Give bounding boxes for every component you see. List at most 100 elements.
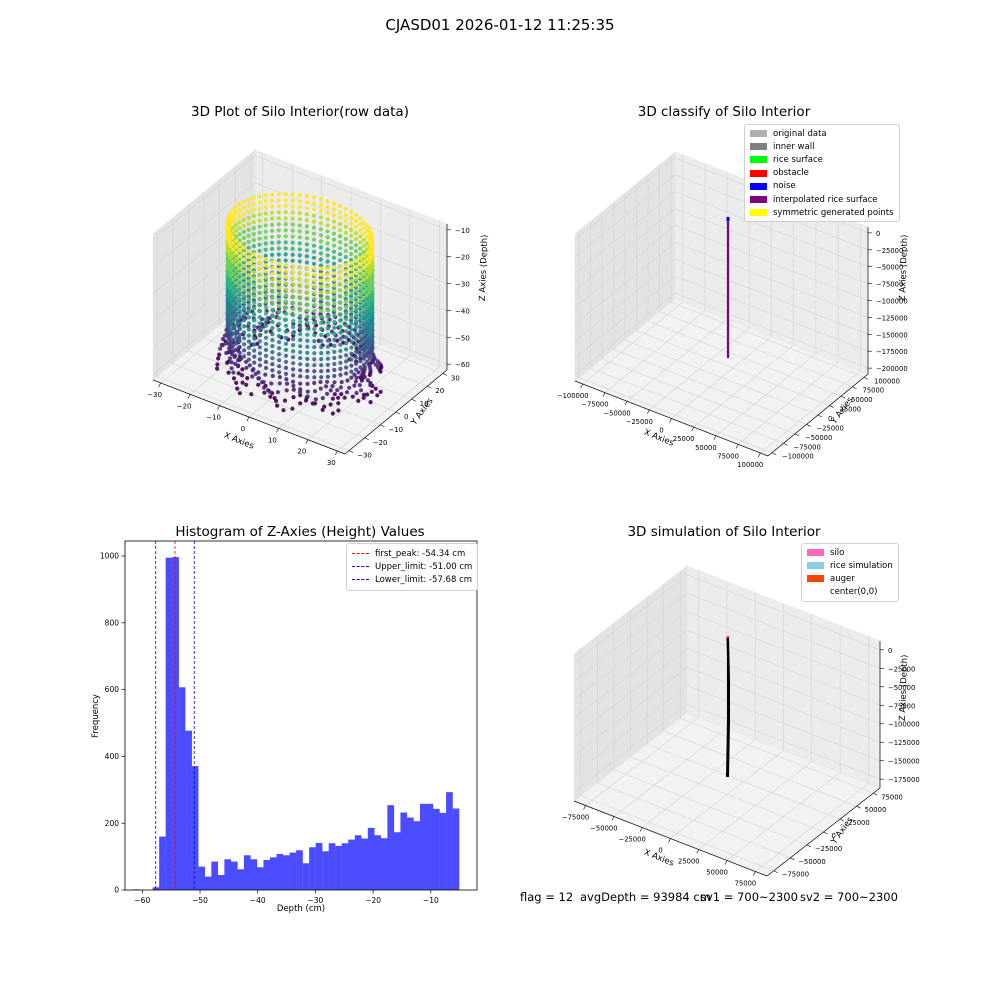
x-tick-label: 30 [327, 459, 336, 467]
histogram-legend: first_peak: -54.34 cm Upper_limit: -51.00… [346, 543, 479, 591]
x-tick [647, 409, 650, 415]
data-point [246, 279, 251, 284]
data-point [283, 305, 289, 310]
data-point [274, 398, 279, 404]
data-point [338, 312, 343, 317]
x-tick [158, 382, 161, 388]
data-point [354, 390, 359, 396]
z-tick-label: −50000 [888, 684, 915, 692]
data-point [364, 275, 370, 280]
data-point [358, 292, 363, 297]
data-point [246, 315, 251, 320]
data-point [291, 288, 296, 293]
data-point [291, 331, 296, 336]
z-gridline [573, 629, 881, 719]
data-point [319, 290, 324, 295]
data-point [364, 359, 370, 364]
data-point [277, 291, 282, 296]
data-point [291, 324, 296, 330]
x-tick [305, 439, 309, 444]
data-point [218, 346, 223, 351]
data-point [364, 251, 370, 256]
y-tick-label: 0 [832, 832, 836, 840]
data-point [318, 257, 323, 262]
data-point [331, 207, 337, 212]
data-point [270, 228, 275, 233]
data-point [332, 380, 337, 385]
data-point [270, 198, 275, 203]
data-point [275, 403, 280, 408]
data-point [283, 281, 289, 286]
data-point [319, 296, 324, 301]
legend-label: Upper_limit: -51.00 cm [375, 561, 473, 572]
data-point [354, 313, 359, 318]
data-point [364, 329, 370, 334]
data-point [311, 231, 317, 236]
classified-point [726, 328, 730, 331]
y-tick [806, 424, 811, 427]
y-tick-label: −10 [388, 426, 403, 434]
data-point [237, 284, 242, 289]
z-gridline [573, 611, 881, 701]
data-point [257, 321, 262, 326]
legend-item: silo [807, 546, 893, 559]
data-point [234, 275, 239, 280]
y-tick-label: −75000 [782, 871, 809, 879]
data-point [349, 303, 354, 308]
data-point [370, 234, 375, 239]
data-point [246, 321, 251, 326]
legend-label: auger [830, 573, 855, 584]
data-point [252, 258, 257, 263]
z-gridline [574, 275, 869, 359]
data-point [298, 381, 303, 386]
data-point [277, 334, 282, 339]
data-point [312, 320, 317, 326]
data-point [270, 192, 275, 197]
histogram-frame [124, 540, 478, 891]
x-tick [611, 816, 615, 821]
data-point [225, 220, 230, 225]
data-point [246, 245, 251, 250]
data-point [281, 408, 286, 413]
data-point [283, 365, 289, 370]
z-tick-label: −25000 [888, 665, 915, 673]
data-point [291, 383, 296, 388]
y-gridline [670, 155, 865, 378]
z-gridline [573, 592, 881, 682]
legend-label: rice simulation [830, 560, 893, 571]
legend-swatch [750, 169, 767, 177]
data-point [364, 341, 370, 346]
data-point [338, 234, 343, 239]
data-point [311, 261, 317, 266]
status-sv1: sv1 = 700~2300 [700, 890, 798, 904]
data-point [367, 227, 372, 232]
data-point [283, 347, 289, 352]
y-tick [411, 398, 416, 402]
data-point [343, 242, 348, 248]
z-gridline [574, 225, 869, 308]
data-point [276, 240, 281, 245]
data-point [361, 290, 367, 295]
data-point [364, 311, 370, 316]
data-point [231, 259, 236, 264]
legend-item: obstacle [750, 167, 894, 180]
data-point [354, 367, 359, 372]
x-gridline [604, 163, 706, 393]
data-point [358, 365, 363, 370]
data-point [276, 234, 281, 239]
data-point [331, 243, 337, 248]
data-point [252, 312, 257, 317]
data-point [354, 301, 359, 306]
data-point [312, 363, 317, 368]
legend-line-swatch [352, 566, 369, 568]
data-point [312, 296, 317, 301]
z-tick-label: −75000 [888, 702, 915, 710]
y-tick-label: 10 [420, 400, 429, 408]
data-point [263, 247, 268, 252]
data-point [358, 262, 363, 267]
data-point [367, 284, 372, 289]
y-tick-label: −20 [373, 439, 388, 447]
z-tick-label: −20 [455, 254, 470, 262]
histogram-bar [243, 855, 251, 890]
z-gridline [574, 208, 869, 291]
